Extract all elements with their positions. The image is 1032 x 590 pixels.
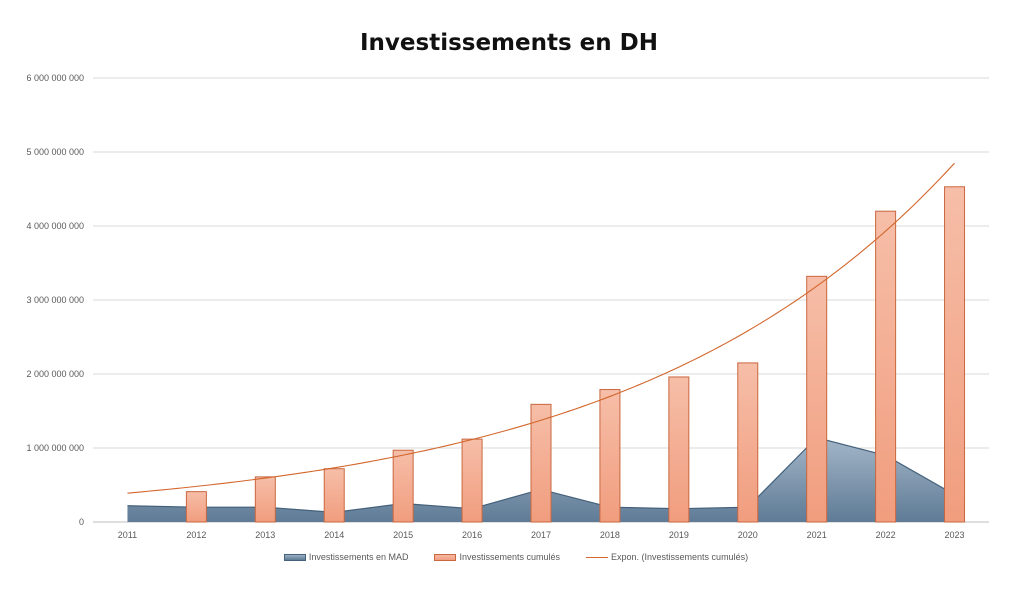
y-tick-label: 6 000 000 000 — [26, 73, 84, 83]
bar — [254, 476, 276, 523]
legend-swatch-area — [283, 553, 306, 561]
y-tick-label: 0 — [79, 517, 84, 527]
bar — [944, 186, 966, 523]
x-tick-label: 2017 — [531, 530, 551, 540]
trendline — [127, 162, 955, 494]
x-tick-label: 2016 — [462, 530, 482, 540]
y-axis-tick-labels: 0 1 000 000 000 2 000 000 000 3 000 000 000… — [26, 73, 84, 527]
x-tick-label: 2014 — [324, 530, 344, 540]
x-axis-tick-labels: 2011 2012 2013 2014 2015 2016 2017 2018 2019 2020… — [118, 530, 965, 540]
legend-label-bar: Investissements cumulés — [459, 552, 561, 562]
legend-label-area: Investissements en MAD — [308, 552, 409, 562]
bar — [806, 275, 828, 523]
bar — [461, 438, 483, 523]
x-tick-label: 2022 — [876, 530, 896, 540]
x-tick-label: 2021 — [807, 530, 827, 540]
y-tick-label: 5 000 000 000 — [26, 147, 84, 157]
y-tick-label: 1 000 000 000 — [26, 443, 84, 453]
x-tick-label: 2012 — [186, 530, 206, 540]
y-tick-label: 3 000 000 000 — [26, 295, 84, 305]
bar-series — [185, 186, 966, 523]
legend-label-trendline: Expon. (Investissements cumulés) — [611, 552, 749, 562]
bar — [599, 389, 621, 523]
x-tick-label: 2015 — [393, 530, 413, 540]
x-tick-label: 2011 — [118, 530, 137, 540]
chart-title: Investissements en DH — [359, 30, 659, 56]
bar — [392, 449, 414, 523]
bar — [323, 468, 345, 523]
legend-swatch-bar — [434, 553, 457, 561]
x-tick-label: 2020 — [738, 530, 758, 540]
bar — [530, 403, 552, 523]
x-tick-label: 2023 — [945, 530, 965, 540]
legend-item-area: Investissements en MAD — [283, 552, 409, 562]
legend-item-bar: Investissements cumulés — [434, 552, 560, 562]
y-tick-label: 2 000 000 000 — [26, 369, 84, 379]
legend-swatch-trendline — [586, 556, 609, 558]
x-tick-label: 2018 — [600, 530, 620, 540]
y-tick-label: 4 000 000 000 — [26, 221, 84, 231]
x-tick-label: 2013 — [255, 530, 275, 540]
x-tick-label: 2019 — [669, 530, 689, 540]
bar — [737, 362, 759, 523]
legend-item-trendline: Expon. (Investissements cumulés) — [586, 552, 748, 562]
chart-legend: Investissements en MAD Investissements c… — [0, 552, 1032, 562]
trendline-series — [127, 162, 955, 494]
bar — [875, 210, 897, 523]
bar — [185, 491, 207, 523]
bar — [668, 376, 690, 523]
